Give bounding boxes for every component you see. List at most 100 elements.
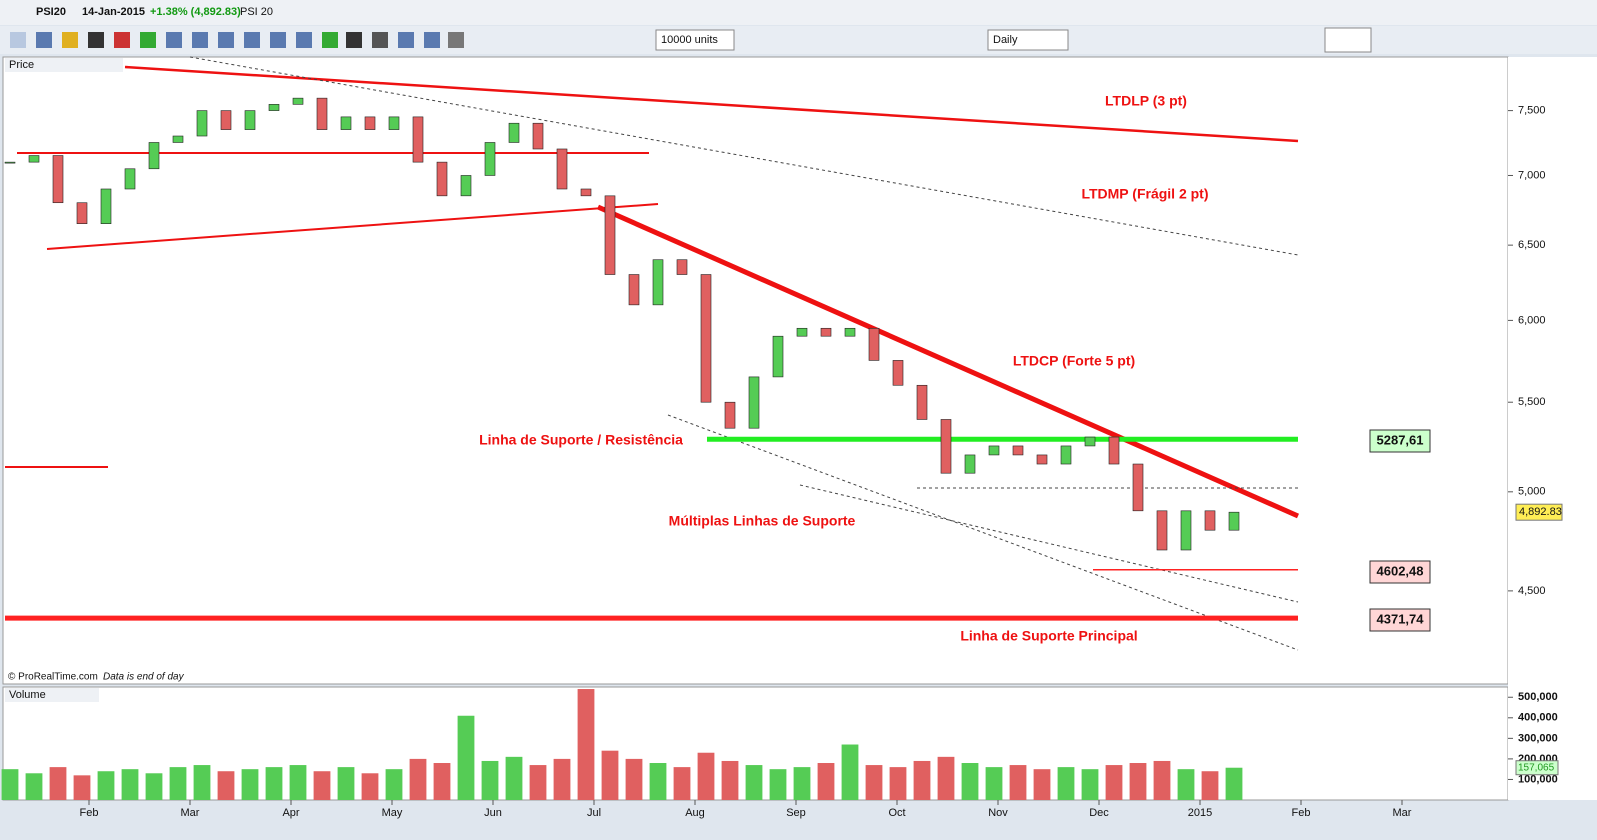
volume-bar [1129,763,1147,800]
volume-bar [697,752,715,800]
candle [244,110,256,130]
candle [1204,510,1216,531]
x-tick-label: Aug [685,807,705,819]
data-note: Data is end of day [103,672,185,683]
volume-bar [1225,767,1243,800]
chart-type-button[interactable] [1324,27,1372,53]
volume-bar [529,765,547,800]
candle [892,360,904,386]
candle [460,175,472,197]
annotation: Múltiplas Linhas de Suporte [669,513,856,529]
volume-bar [385,769,403,800]
volume-bar [889,767,907,800]
volume-bar [865,765,883,800]
candle [76,202,88,224]
candle [916,384,928,420]
y-tick-label: 4,500 [1518,585,1546,597]
candle [1084,436,1096,447]
volume-bar [145,773,163,800]
candle [604,195,616,275]
volume-bar [673,767,691,800]
volume-bar [1,769,19,800]
period-select[interactable] [987,29,1069,51]
candle [940,419,952,474]
annotation: Linha de Suporte Principal [960,628,1137,644]
x-tick-label: Nov [988,807,1008,819]
instrument-name: PSI 20 [240,6,273,18]
candle [676,259,688,275]
last-price: 4,892.83 [1519,506,1562,518]
volume-bar [553,758,571,800]
volume-bar [313,771,331,800]
volume-bar [961,763,979,800]
volume-bar [841,744,859,800]
volume-bar [25,773,43,800]
volume-bar [1177,769,1195,800]
candle [100,188,112,224]
price-tab[interactable] [5,58,123,72]
candle [4,161,16,164]
x-tick-label: Jul [587,807,601,819]
annotation: LTDLP (3 pt) [1105,93,1187,109]
level-box [1369,429,1431,453]
candle [580,188,592,197]
volume-bar [241,769,259,800]
volume-bar [409,758,427,800]
symbol[interactable]: PSI20 [36,6,66,18]
volume-tab[interactable] [5,688,99,702]
last-volume: 157,065 [1518,762,1555,773]
volume-bar [817,763,835,800]
volume-label: Volume [9,689,46,701]
candle [1012,445,1024,456]
candle [220,110,232,130]
volume-bar [217,771,235,800]
axis-area [1508,57,1597,800]
volume-bar [457,715,475,800]
y-tick-label: 300,000 [1518,732,1558,744]
volume-bar [73,775,91,800]
candle [388,116,400,130]
volume-bar [193,765,211,800]
volume-bar [745,765,763,800]
title-bar [0,0,1597,25]
candle [700,274,712,403]
level-label: 4602,48 [1377,563,1424,578]
x-tick-label: Feb [80,807,99,819]
date: 14-Jan-2015 [82,6,145,18]
volume-bar [505,756,523,800]
candle [316,97,328,130]
x-tick-label: May [382,807,403,819]
x-tick-label: Dec [1089,807,1109,819]
price-panel [2,56,1509,685]
trend-lines [5,56,1300,651]
candle [124,168,136,190]
candle [820,327,832,337]
volume-bar [169,767,187,800]
candle [364,116,376,130]
tool-icons[interactable] [10,32,464,48]
volume-bar [913,760,931,800]
y-tick-label: 400,000 [1518,712,1558,724]
candle [172,135,184,143]
units: 10000 units [661,34,718,46]
candle [1108,436,1120,465]
last-price-box [1515,503,1563,521]
candle [196,110,208,137]
candle [532,122,544,150]
y-tick-label: 5,000 [1518,486,1546,498]
units-select[interactable] [655,29,735,51]
candle [964,454,976,474]
volume-bar [289,765,307,800]
volume-bar [1201,771,1219,800]
candle [1060,445,1072,465]
candle [796,327,808,337]
volume-bar [361,773,379,800]
candle [28,155,40,163]
last-volume-box [1515,760,1559,776]
candle [340,116,352,130]
change: +1.38% (4,892.83) [150,6,241,18]
volume-bar [265,767,283,800]
volume-bar [601,750,619,800]
